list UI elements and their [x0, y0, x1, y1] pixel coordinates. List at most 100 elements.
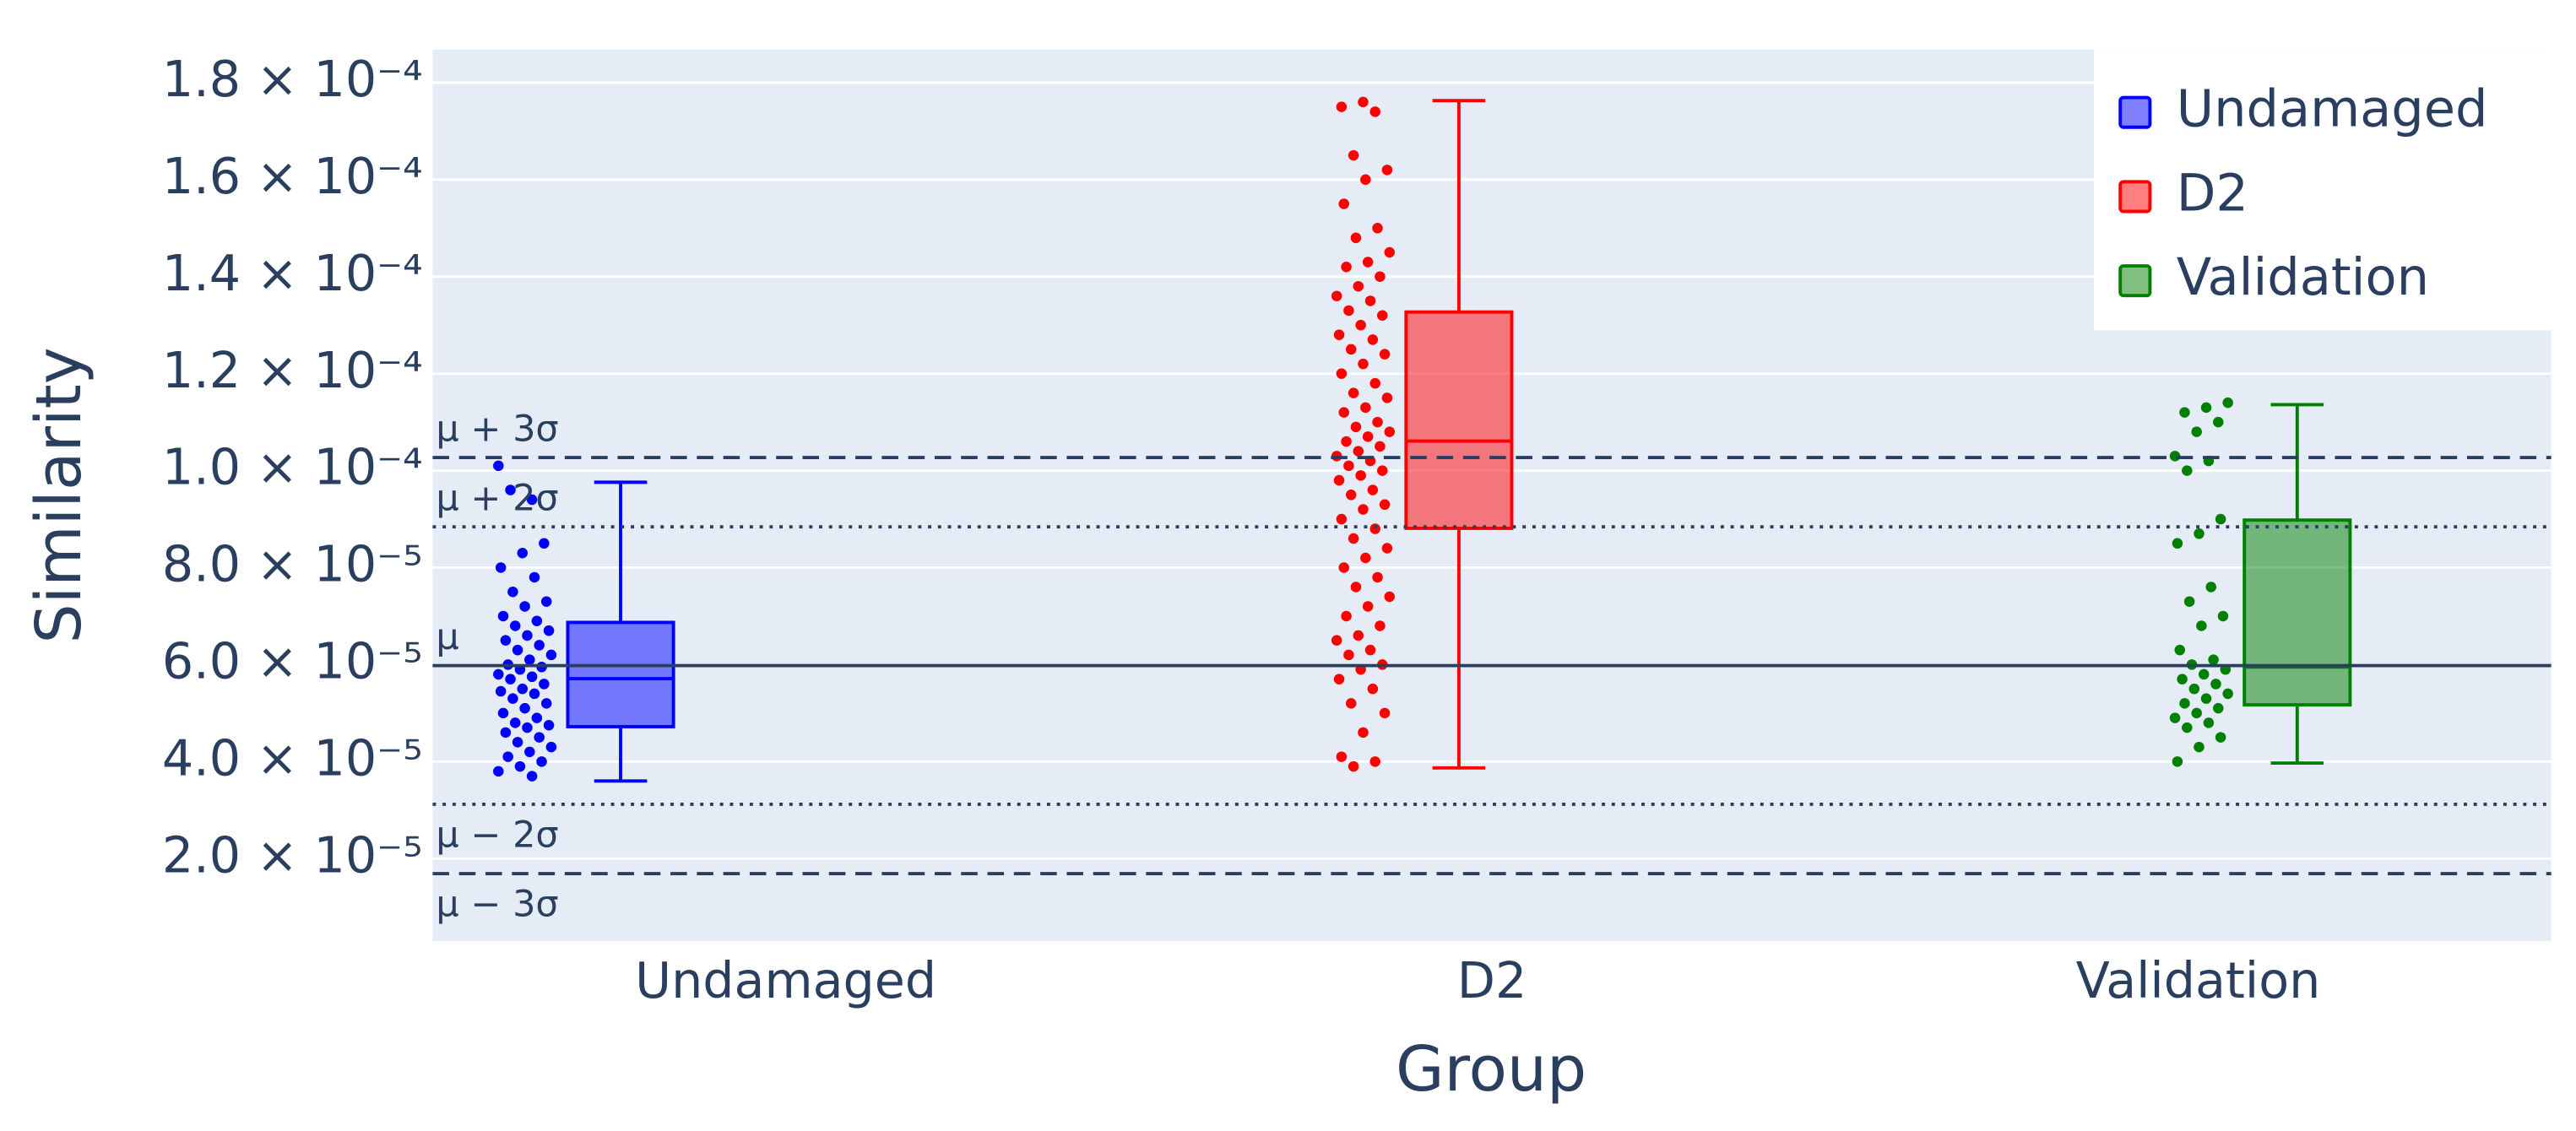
x-axis-title: Group [1396, 1032, 1586, 1106]
data-point [1353, 446, 1364, 457]
data-point [1336, 751, 1348, 762]
data-point [2194, 741, 2205, 753]
data-point [1384, 426, 1396, 437]
data-point [1372, 416, 1383, 428]
data-point [543, 719, 555, 731]
legend-swatch[interactable] [2118, 180, 2152, 214]
data-point [545, 741, 557, 753]
data-point [534, 732, 545, 743]
data-point [1341, 610, 1352, 622]
data-point [1369, 523, 1380, 534]
data-point [1336, 101, 1348, 112]
data-point [1362, 431, 1374, 442]
data-point [1331, 290, 1342, 301]
data-point [2182, 465, 2193, 476]
data-point [1358, 358, 1369, 370]
legend-label[interactable]: Undamaged [2177, 80, 2488, 139]
box [566, 620, 675, 728]
data-point [534, 640, 545, 651]
data-point [1375, 620, 1386, 631]
data-point [1333, 674, 1345, 685]
data-point [2188, 683, 2200, 695]
data-point [1343, 649, 1354, 661]
data-point [1353, 630, 1364, 641]
data-point [2191, 426, 2202, 437]
data-point [500, 635, 512, 646]
data-point [1343, 305, 1354, 317]
data-point [2213, 416, 2224, 428]
data-point [1358, 727, 1369, 739]
data-point [2200, 693, 2212, 704]
data-point [1364, 644, 1376, 656]
data-point [502, 751, 513, 762]
data-point [512, 737, 523, 748]
legend-swatch[interactable] [2118, 264, 2152, 298]
y-tick-label: 6.0 × 10⁻⁵ [162, 633, 423, 690]
data-point [500, 727, 512, 739]
data-point [1367, 683, 1379, 695]
data-point [497, 610, 509, 622]
data-point [509, 717, 521, 728]
legend-swatch[interactable] [2118, 95, 2152, 129]
data-point [2179, 698, 2190, 709]
y-tick-label: 8.0 × 10⁻⁵ [162, 536, 423, 593]
y-tick-label: 1.4 × 10⁻⁴ [162, 245, 423, 302]
data-point [1372, 571, 1383, 583]
data-point [1343, 460, 1354, 472]
data-point [1338, 562, 1349, 573]
data-point [505, 674, 516, 685]
data-point [1348, 760, 1359, 772]
data-point [2222, 397, 2233, 409]
data-point [539, 538, 550, 549]
data-point [522, 630, 533, 641]
data-point [1346, 344, 1357, 355]
data-point [1338, 407, 1349, 418]
data-point [1350, 582, 1362, 593]
data-point [509, 620, 521, 631]
data-point [493, 460, 504, 472]
data-point [1346, 698, 1357, 709]
data-point [1341, 436, 1352, 447]
data-point [1336, 368, 1348, 379]
data-point [1360, 552, 1371, 564]
data-point [1355, 470, 1366, 481]
data-point [531, 615, 543, 626]
data-point [1341, 261, 1352, 273]
data-point [1367, 484, 1379, 495]
data-point [1362, 257, 1374, 268]
data-point [2200, 402, 2212, 414]
data-point [2183, 596, 2195, 607]
data-point [1381, 543, 1393, 554]
box [1404, 310, 1514, 530]
data-point [2215, 732, 2226, 743]
data-point [2205, 582, 2217, 593]
data-point [1353, 280, 1364, 292]
data-point [1331, 635, 1342, 646]
data-point [1360, 174, 1371, 186]
reference-label: μ + 3σ [436, 408, 558, 450]
x-tick-label: Validation [2076, 952, 2321, 1009]
data-point [2194, 528, 2205, 539]
data-point [539, 679, 550, 690]
data-point [526, 771, 538, 782]
data-point [526, 494, 538, 506]
y-tick-label: 4.0 × 10⁻⁵ [162, 729, 423, 787]
data-point [1336, 513, 1348, 525]
legend-background [2093, 49, 2552, 331]
y-tick-label: 1.2 × 10⁻⁴ [162, 342, 423, 399]
data-point [1333, 474, 1345, 486]
data-point [495, 562, 507, 573]
data-point [1381, 392, 1393, 403]
data-point [1350, 421, 1362, 433]
data-point [1375, 271, 1386, 282]
legend-label[interactable]: D2 [2177, 164, 2248, 223]
data-point [1333, 329, 1345, 340]
legend-label[interactable]: Validation [2177, 248, 2429, 307]
data-point [514, 760, 526, 772]
data-point [2174, 644, 2186, 656]
data-point [2172, 756, 2183, 767]
data-point [1348, 149, 1359, 161]
box [2242, 518, 2352, 707]
data-point [493, 766, 504, 777]
data-point [1355, 319, 1366, 331]
